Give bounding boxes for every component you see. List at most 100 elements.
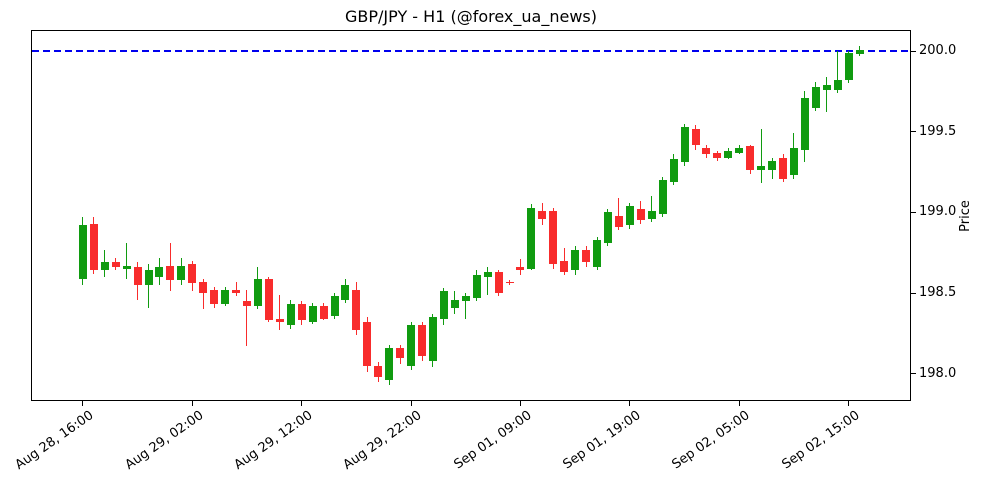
candle-body	[757, 165, 766, 171]
candle-body	[100, 262, 109, 271]
candle-body	[636, 209, 645, 221]
candle-wick	[826, 76, 828, 113]
candle-body	[166, 265, 175, 281]
candle-wick	[126, 243, 128, 279]
x-tick-label: Aug 29, 02:00	[122, 408, 206, 473]
y-tick	[911, 131, 916, 133]
candle-body	[144, 270, 153, 285]
candle-body	[428, 317, 437, 361]
candle-body	[800, 97, 809, 150]
candle-body	[177, 265, 186, 281]
candle-wick	[202, 278, 204, 310]
candle-body	[582, 249, 591, 263]
candle-body	[483, 272, 492, 277]
candle-body	[844, 52, 853, 81]
y-tick-label: 200.0	[919, 43, 957, 59]
candle-body	[450, 299, 459, 308]
candle-body	[494, 272, 503, 294]
y-tick	[911, 292, 916, 294]
candle-body	[625, 205, 634, 226]
candle-body	[855, 49, 864, 55]
candle-body	[188, 264, 197, 284]
candle-body	[516, 267, 525, 271]
candle-body	[789, 147, 798, 176]
candle-body	[221, 289, 230, 305]
candle-body	[341, 285, 350, 300]
plot-area	[31, 30, 911, 401]
y-tick	[911, 373, 916, 375]
candle-body	[549, 210, 558, 265]
candle-body	[133, 267, 142, 285]
candle-body	[407, 325, 416, 366]
candle-body	[242, 301, 251, 306]
candle-wick	[618, 197, 620, 231]
candle-body	[669, 159, 678, 182]
x-tick	[301, 401, 303, 406]
candle-body	[232, 289, 241, 294]
candle-body	[593, 239, 602, 268]
candle-body	[746, 146, 755, 171]
candle-body	[713, 152, 722, 158]
y-tick-label: 199.0	[919, 204, 957, 220]
candle-body	[822, 85, 831, 90]
candle-body	[603, 212, 612, 244]
candle-body	[275, 318, 284, 323]
candle-body	[78, 225, 87, 279]
candle-body	[472, 275, 481, 298]
candle-body	[319, 305, 328, 319]
candle-body	[538, 210, 547, 219]
candle-body	[308, 305, 317, 323]
candle-body	[680, 126, 689, 163]
candle-wick	[837, 51, 839, 94]
candle-wick	[651, 196, 653, 223]
candle-body	[614, 215, 623, 227]
candle-wick	[235, 281, 237, 297]
candle-body	[385, 347, 394, 381]
candle-body	[253, 278, 262, 306]
x-tick	[738, 401, 740, 406]
y-tick-label: 198.5	[919, 285, 957, 301]
y-tick	[911, 211, 916, 213]
x-tick	[191, 401, 193, 406]
candle-wick	[487, 267, 489, 295]
candle-body	[571, 249, 580, 271]
y-tick	[911, 50, 916, 52]
candle-body	[210, 289, 219, 305]
x-tick	[519, 401, 521, 406]
candle-wick	[148, 264, 150, 308]
candle-body	[297, 304, 306, 321]
x-tick	[629, 401, 631, 406]
candle-wick	[279, 294, 281, 331]
candle-body	[122, 265, 131, 269]
candle-body	[658, 180, 667, 215]
y-tick-label: 199.5	[919, 123, 957, 139]
candle-body	[264, 278, 273, 321]
candle-body	[374, 365, 383, 377]
x-tick	[848, 401, 850, 406]
x-tick-label: Sep 02, 05:00	[669, 408, 753, 473]
candle-body	[833, 80, 842, 90]
candle-body	[439, 291, 448, 319]
candle-body	[811, 86, 820, 108]
candle-body	[89, 223, 98, 271]
candle-body	[352, 289, 361, 331]
candle-body	[461, 296, 470, 302]
candle-body	[691, 128, 700, 145]
candle-wick	[465, 293, 467, 319]
x-tick-label: Aug 29, 12:00	[231, 408, 316, 473]
candle-body	[735, 147, 744, 153]
x-tick-label: Sep 02, 15:00	[779, 408, 863, 473]
candle-body	[768, 160, 777, 171]
candle-body	[396, 347, 405, 358]
chart-title: GBP/JPY - H1 (@forex_ua_news)	[345, 7, 597, 26]
candle-body	[779, 157, 787, 179]
candle-wick	[246, 289, 248, 347]
candle-body	[647, 210, 656, 219]
candle-body	[286, 304, 295, 326]
candle-body	[363, 322, 372, 366]
candle-body	[560, 260, 569, 273]
candle-body	[111, 262, 120, 268]
candle-body	[702, 147, 711, 155]
x-tick-label: Sep 01, 09:00	[451, 408, 535, 473]
